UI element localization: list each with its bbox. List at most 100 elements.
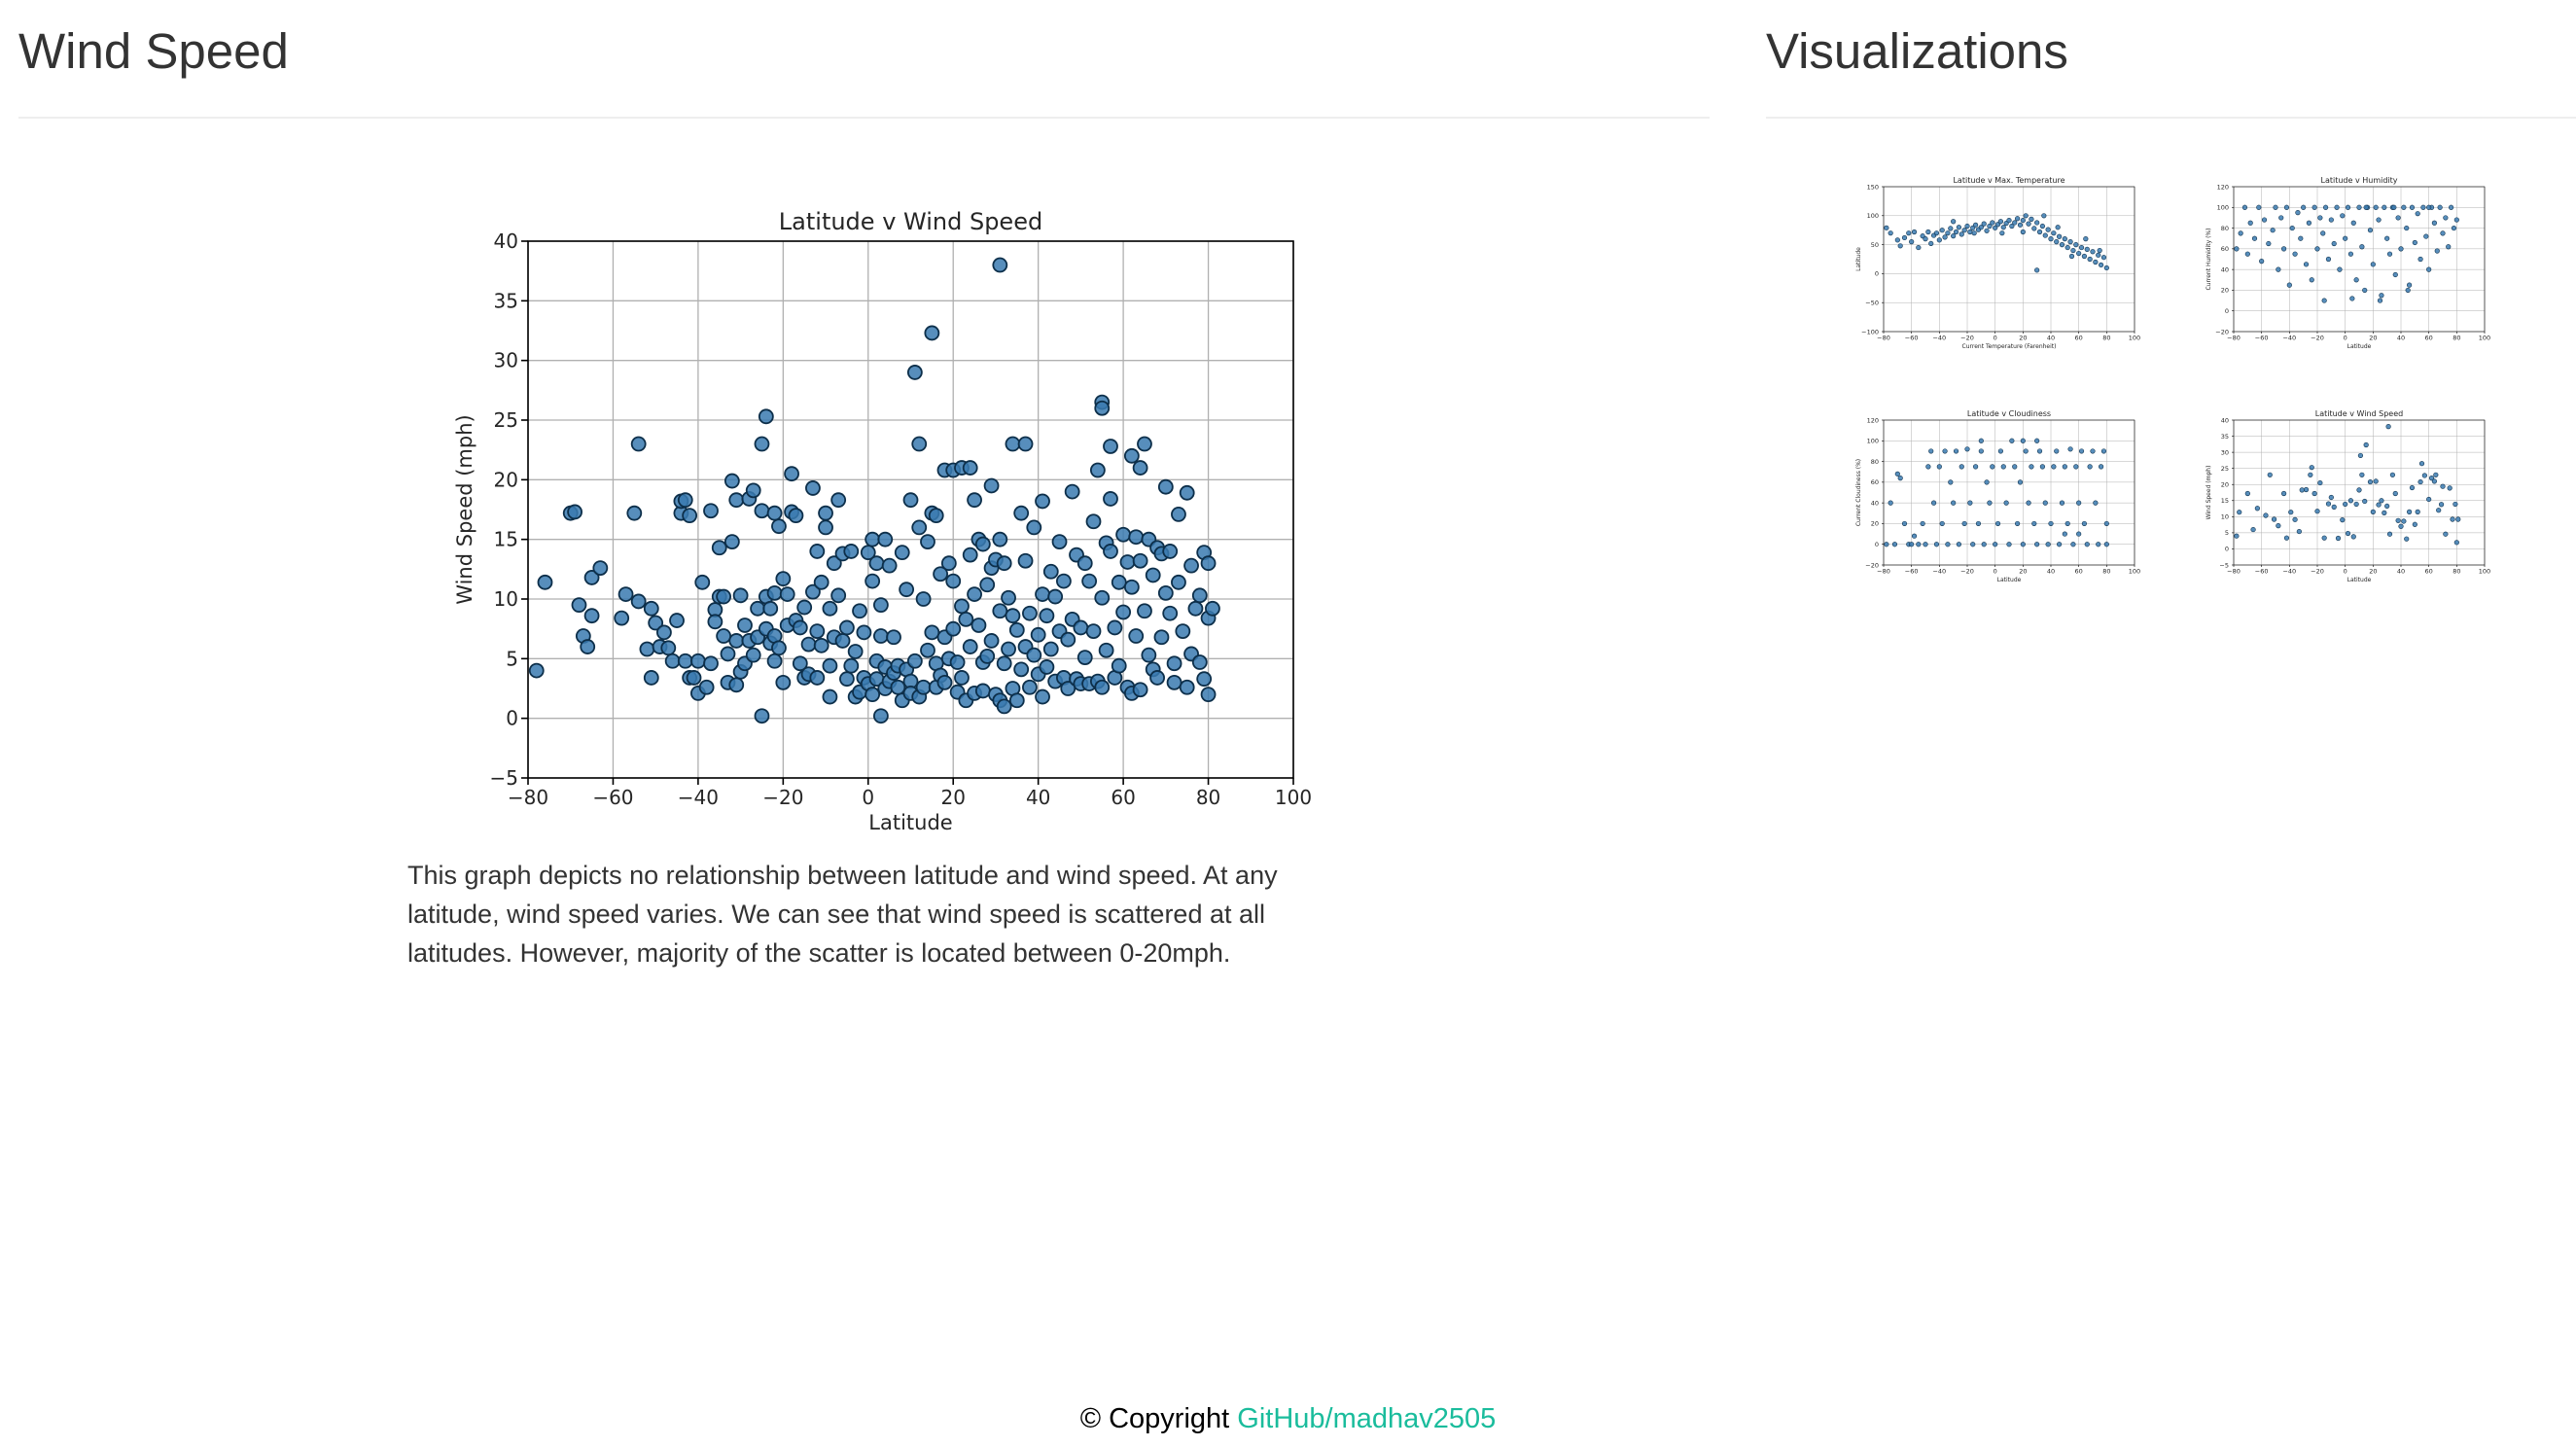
data-point (865, 687, 881, 703)
data-point (2000, 464, 2006, 470)
data-point (2455, 516, 2461, 522)
data-point (1017, 436, 1034, 452)
data-point (2023, 448, 2029, 454)
data-point (924, 624, 940, 641)
y-tick-label: 0 (506, 707, 518, 730)
data-point (694, 574, 711, 590)
data-point (2081, 253, 2087, 260)
x-axis-label: Latitude (868, 811, 952, 834)
data-point (571, 597, 587, 614)
data-point (2453, 540, 2459, 546)
data-point (779, 586, 795, 602)
data-point (2311, 490, 2317, 497)
data-point (1972, 464, 1979, 470)
y-axis-label: Latitude (1855, 247, 1862, 271)
data-point (920, 534, 935, 550)
data-point (2048, 236, 2054, 242)
data-point (580, 639, 596, 654)
data-point (1064, 483, 1080, 500)
y-tick-label: 10 (2221, 513, 2229, 521)
data-point (2241, 204, 2248, 210)
data-point (2076, 500, 2082, 506)
x-tick-label: −60 (1905, 568, 1919, 576)
thumbnail-latitude-wind-speed[interactable]: −80 −60 −40 −20 0 20 40 60 80 100 −5 0 5 10 15 20 25 30 35… (2203, 406, 2499, 600)
data-point (1948, 479, 1954, 485)
data-point (2003, 500, 2009, 506)
data-point (2303, 486, 2310, 493)
data-point (2370, 262, 2376, 267)
data-point (1013, 661, 1030, 678)
data-point (2449, 204, 2454, 210)
data-point (703, 655, 719, 672)
data-point (1961, 228, 1967, 233)
data-point (2363, 441, 2369, 448)
data-point (2015, 520, 2021, 527)
data-point (2373, 478, 2379, 484)
data-point (2350, 534, 2356, 540)
data-point (2039, 223, 2045, 229)
data-point (2309, 465, 2314, 471)
data-point (1933, 230, 1940, 236)
x-tick-label: 20 (2019, 568, 2027, 576)
data-point (996, 655, 1012, 672)
x-tick-label: 20 (2369, 568, 2377, 576)
data-point (847, 644, 864, 659)
data-point (2409, 484, 2416, 491)
github-link[interactable]: GitHub/madhav2505 (1237, 1403, 1497, 1434)
thumbnail-latitude-humidity[interactable]: −80 −60 −40 −20 0 20 40 60 80 100 −20 0 20 40 60 80 100 1… (2203, 172, 2499, 367)
data-point (2389, 472, 2395, 477)
data-point (758, 408, 774, 425)
data-point (936, 674, 953, 690)
data-point (2359, 472, 2365, 477)
x-tick-label: −20 (1960, 568, 1974, 576)
thumbnail-latitude-cloudiness[interactable]: −80 −60 −40 −20 0 20 40 60 80 100 −20 0 20 40 60 80 100 1… (1853, 406, 2149, 600)
data-point (1103, 439, 1118, 454)
data-point (2433, 472, 2439, 477)
data-point (698, 679, 715, 695)
y-tick-label: 20 (2221, 287, 2229, 295)
data-point (1119, 554, 1136, 570)
data-point (2331, 504, 2337, 510)
thumbnail-latitude-temperature[interactable]: −80 −60 −40 −20 0 20 40 60 80 100 −100 −50 0 50 100 150… (1853, 172, 2149, 367)
data-point (2407, 509, 2413, 514)
y-tick-label: −5 (490, 766, 518, 790)
data-point (2392, 490, 2398, 497)
data-point (1042, 563, 1059, 580)
data-point (1035, 586, 1050, 602)
data-point (2420, 204, 2426, 210)
x-tick-label: 80 (2452, 335, 2460, 342)
data-point (2073, 464, 2079, 470)
data-point (703, 503, 719, 519)
copyright-text: © Copyright (1079, 1403, 1230, 1434)
data-point (906, 653, 923, 669)
data-point (583, 570, 600, 585)
y-tick-label: 35 (2221, 433, 2229, 441)
data-point (822, 600, 838, 617)
data-point (834, 633, 851, 649)
data-point (967, 586, 982, 602)
data-point (830, 587, 847, 604)
data-point (2017, 479, 2024, 485)
data-point (2398, 246, 2404, 252)
data-point (805, 583, 821, 600)
data-point (2288, 510, 2294, 515)
data-point (1157, 584, 1174, 601)
data-point (2261, 217, 2268, 223)
data-point (818, 505, 833, 521)
data-point (1123, 579, 1140, 595)
data-point (1951, 233, 1957, 239)
data-point (1894, 471, 1900, 476)
data-point (716, 628, 732, 644)
x-tick-label: −40 (678, 786, 719, 809)
y-tick-label: −20 (1865, 561, 1879, 569)
data-point (716, 588, 732, 605)
data-point (2308, 472, 2313, 477)
data-point (2076, 531, 2082, 537)
data-point (1999, 230, 2005, 236)
data-point (2347, 251, 2353, 257)
data-point (2370, 509, 2376, 514)
data-point (2382, 510, 2387, 515)
data-point (1953, 229, 1959, 235)
data-point (1056, 573, 1072, 589)
data-point (2426, 204, 2432, 210)
